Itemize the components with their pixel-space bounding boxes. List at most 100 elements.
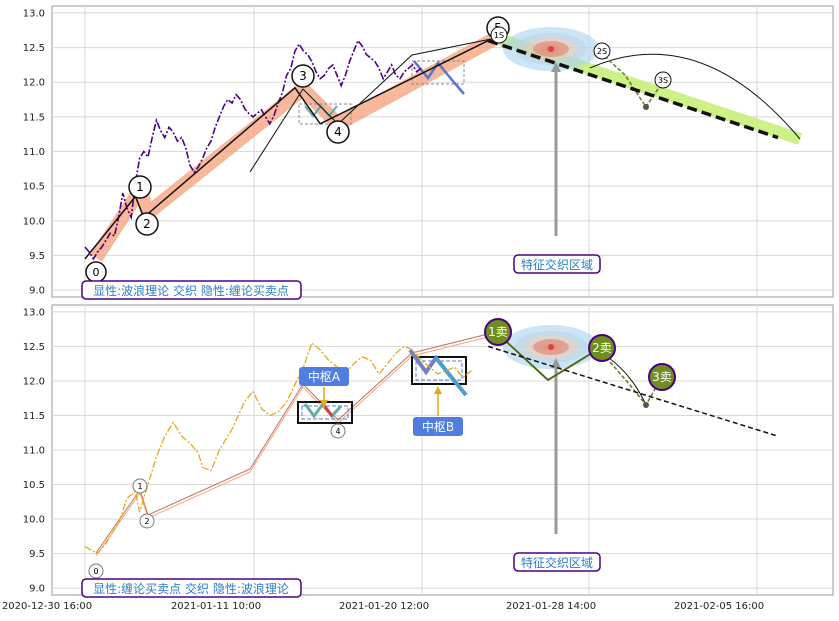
price-line (84, 341, 472, 555)
legend-text-bottom: 显性:缠论买卖点 交织 隐性:波浪理论 (93, 581, 289, 596)
y-tick-label: 9.5 (29, 549, 45, 560)
zhongshu-b-label-box (413, 417, 463, 436)
bottom-annotations (95, 325, 661, 557)
x-axis: 2020-12-30 16:00 2021-01-11 10:00 2021-01-… (2, 601, 764, 612)
y-tick-label: 9.5 (29, 251, 45, 262)
wave-marker-2 (135, 212, 159, 236)
sell-label-3: 3卖 (652, 370, 672, 384)
zhongshu-box-a-top (298, 103, 352, 125)
top-series (84, 38, 779, 261)
wave-label-2s: 2S (597, 47, 607, 56)
legend-text-top: 显性:波浪理论 交织 隐性:缠论买卖点 (93, 283, 289, 298)
wave-marker-b2 (139, 513, 155, 529)
intersection-dot-b (548, 344, 554, 350)
wave-label-b0: 0 (93, 567, 98, 576)
y-tick-label: 12.0 (23, 376, 45, 387)
y-tick-label: 11.5 (23, 411, 45, 422)
sub-wave-dot-bottom (643, 402, 649, 408)
x-tick-label: 2021-01-11 10:00 (171, 601, 261, 612)
region-arrow-top-head (551, 62, 561, 72)
zhongshu-a-label: 中枢A (308, 369, 341, 384)
sell-marker-3 (648, 363, 676, 391)
bottom-y-axis: 9.0 9.5 10.0 10.5 11.0 11.5 12.0 12.5 13.0 (23, 307, 45, 594)
y-tick-label: 11.0 (23, 446, 45, 457)
zhongshu-box-b-top (411, 60, 465, 85)
wave-label-b1: 1 (137, 482, 142, 491)
legend-box-top (81, 280, 302, 300)
y-tick-label: 11.0 (23, 147, 45, 158)
y-tick-label: 10.5 (23, 182, 45, 193)
sub-wave-bottom (609, 361, 661, 407)
price-line (84, 38, 422, 261)
region-label-box-top (513, 254, 601, 274)
y-tick-label: 12.5 (23, 342, 45, 353)
top-grid (52, 6, 833, 297)
sell-label-2: 2卖 (592, 341, 612, 355)
x-tick-label: 2021-01-28 14:00 (506, 601, 596, 612)
top-y-axis: 9.0 9.5 10.0 10.5 11.0 11.5 12.0 12.5 13.0 (23, 8, 45, 296)
legend-box-bottom (81, 578, 302, 598)
y-tick-label: 12.0 (23, 78, 45, 89)
y-tick-label: 9.0 (29, 584, 45, 595)
sell-path-black (497, 333, 601, 381)
wave-line-bottom-2 (95, 334, 497, 557)
y-tick-label: 11.5 (23, 112, 45, 123)
zhongshu-b-label: 中枢B (422, 419, 454, 434)
x-tick-label: 2021-01-20 12:00 (339, 601, 429, 612)
sell-markers: 1卖 2卖 3卖 (484, 318, 676, 391)
wave-label-2: 2 (143, 217, 151, 231)
y-tick-label: 10.5 (23, 480, 45, 491)
sell-label-1: 1卖 (488, 325, 508, 339)
wave-line (84, 39, 489, 260)
wave-label-b4: 4 (335, 427, 340, 436)
wave-marker-1s (490, 26, 508, 44)
wave-marker-1 (128, 175, 152, 199)
zhongshu-a-label-box (299, 367, 349, 386)
wave-label-0: 0 (93, 266, 100, 279)
region-arrow-bottom-head (551, 358, 561, 368)
forecast-line (487, 38, 779, 140)
wave-marker-4 (326, 120, 350, 144)
y-tick-label: 13.0 (23, 8, 45, 19)
region-label-box-bottom (513, 552, 601, 572)
zhongshu-box-b-inner (415, 360, 463, 381)
sell-marker-2 (588, 334, 616, 362)
sell-marker-1 (484, 318, 512, 346)
wave-marker-b1 (132, 478, 148, 494)
zhongshu-a-arrow-head (320, 400, 328, 408)
wave-marker-3 (291, 64, 315, 88)
wave-marker-2s (593, 42, 611, 60)
sub-wave-dot-top (643, 104, 649, 110)
region-label-top: 特征交织区域 (521, 257, 593, 272)
wave-marker-b0 (88, 563, 104, 579)
top-wave-markers: 0 1 2 3 4 5 1S 2S 3S (85, 16, 672, 283)
bottom-series (84, 341, 779, 555)
wave-marker-b4 (330, 423, 346, 439)
zhongshu-box-b (411, 356, 467, 385)
y-tick-label: 9.0 (29, 286, 45, 297)
wave-line-bottom (95, 331, 497, 554)
y-tick-label: 12.5 (23, 43, 45, 54)
wave-label-1: 1 (136, 180, 144, 194)
y-tick-label: 10.0 (23, 515, 45, 526)
wave-marker-3s (654, 71, 672, 89)
zhongshu-zigzag-b-2 (434, 357, 468, 396)
zhongshu-zigzag-a-top (304, 104, 338, 118)
intersection-dot (548, 46, 554, 52)
wave-label-3: 3 (299, 69, 307, 83)
forecast-line (487, 345, 779, 437)
wave-label-4: 4 (334, 125, 342, 139)
x-tick-label: 2021-02-05 16:00 (674, 601, 764, 612)
wave-label-1s: 1S (494, 31, 504, 40)
bottom-wave-markers: 0 1 2 4 (88, 423, 346, 579)
zhongshu-box-a-inner (301, 405, 349, 420)
region-label-bottom: 特征交织区域 (521, 555, 593, 570)
wave-label-3s: 3S (658, 76, 668, 85)
y-tick-label: 13.0 (23, 307, 45, 318)
projection-arc-top (589, 53, 801, 140)
y-tick-label: 10.0 (23, 216, 45, 227)
wave-label-b2: 2 (144, 517, 149, 526)
x-tick-label: 2020-12-30 16:00 (2, 601, 92, 612)
